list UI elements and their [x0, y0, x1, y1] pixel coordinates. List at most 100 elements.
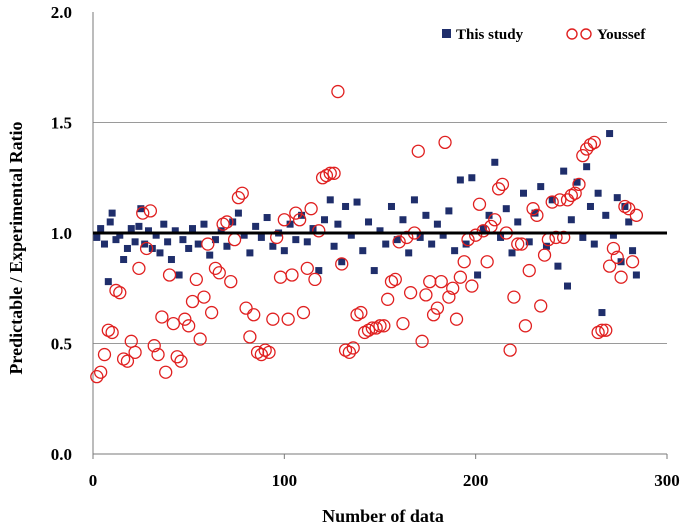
youssef-point-133 [599, 323, 613, 337]
youssef-point-48 [273, 270, 288, 284]
youssef-point-92 [442, 290, 456, 304]
this-study-point-102 [602, 211, 610, 219]
this-study-point-70 [433, 220, 441, 228]
youssef-point-139 [622, 202, 636, 216]
youssef-point-117 [537, 248, 552, 262]
this-study-point-37 [252, 222, 260, 230]
youssef-point-123 [560, 193, 575, 207]
this-study-point-59 [370, 267, 378, 275]
this-study-point-63 [393, 236, 401, 244]
youssef-point-110 [511, 237, 525, 251]
youssef-point-140 [625, 255, 640, 269]
youssef-point-28 [197, 290, 211, 304]
this-study-point-21 [167, 256, 175, 264]
youssef-point-100 [472, 197, 487, 211]
this-study-point-11 [131, 238, 139, 246]
youssef-point-53 [292, 213, 307, 227]
this-study-point-1 [97, 225, 105, 233]
youssef-point-12 [136, 206, 150, 220]
this-study-point-101 [598, 309, 606, 317]
this-study-point-8 [120, 256, 128, 264]
youssef-point-57 [308, 272, 322, 287]
youssef-point-90 [434, 274, 448, 289]
youssef-point-14 [143, 204, 158, 218]
youssef-point-19 [162, 268, 177, 282]
y-tick-label: 0.5 [51, 335, 72, 354]
this-study-point-65 [405, 249, 413, 257]
youssef-point-134 [602, 259, 617, 273]
youssef-point-126 [572, 177, 586, 192]
this-study-point-60 [376, 227, 384, 235]
youssef-point-54 [296, 305, 311, 320]
y-tick-label: 1.0 [51, 224, 72, 243]
youssef-point-136 [610, 250, 624, 264]
this-study-point-35 [240, 231, 248, 239]
this-study-point-92 [560, 167, 568, 175]
this-study-point-98 [586, 202, 594, 210]
youssef-point-24 [182, 319, 196, 333]
youssef-point-37 [231, 190, 246, 205]
this-study-point-18 [156, 249, 164, 257]
youssef-point-46 [266, 312, 280, 326]
youssef-point-34 [220, 215, 234, 229]
youssef-point-96 [457, 255, 471, 269]
legend-label-this-study: This study [456, 27, 524, 43]
youssef-point-30 [204, 305, 219, 320]
this-study-point-13 [137, 205, 145, 213]
this-study-point-24 [179, 236, 187, 244]
youssef-point-128 [579, 142, 594, 156]
this-study-point-50 [326, 196, 334, 204]
this-study-point-93 [564, 282, 572, 290]
youssef-point-114 [526, 202, 540, 216]
youssef-point-11 [132, 261, 146, 276]
this-study-point-95 [573, 178, 581, 186]
youssef-point-10 [128, 345, 142, 359]
this-study-point-103 [606, 130, 614, 138]
x-tick-label: 200 [463, 471, 489, 490]
youssef-point-13 [139, 241, 154, 256]
youssef-point-93 [446, 281, 460, 295]
x-axis-title: Number of data [322, 506, 444, 526]
this-study-point-96 [579, 233, 587, 241]
y-axis-title: Predictable / Experimental Ratio [6, 121, 26, 374]
this-study-point-52 [334, 220, 342, 228]
youssef-point-121 [553, 193, 567, 207]
x-tick-label: 0 [89, 471, 98, 490]
this-study-point-40 [269, 242, 277, 250]
youssef-point-67 [346, 341, 360, 355]
youssef-point-104 [488, 213, 502, 227]
youssef-point-88 [426, 308, 441, 322]
youssef-point-23 [178, 312, 192, 326]
this-study-point-5 [108, 209, 116, 217]
this-study-point-57 [359, 247, 367, 255]
youssef-point-94 [449, 312, 464, 326]
this-study-point-81 [497, 233, 505, 241]
youssef-point-35 [224, 274, 238, 289]
youssef-point-125 [568, 186, 582, 200]
youssef-point-39 [239, 301, 253, 315]
this-study-point-84 [514, 218, 522, 226]
this-study-point-4 [106, 218, 114, 226]
this-study-point-87 [531, 209, 539, 217]
this-study-point-73 [451, 247, 459, 255]
youssef-point-26 [189, 272, 203, 287]
youssef-point-43 [254, 347, 269, 362]
youssef-point-64 [335, 257, 349, 271]
youssef-point-112 [518, 319, 533, 333]
youssef-point-106 [495, 177, 510, 192]
youssef-point-47 [270, 230, 284, 245]
this-study-point-91 [554, 262, 562, 270]
this-study-point-44 [292, 236, 300, 244]
legend-marker-this-study [442, 29, 451, 38]
this-study-point-19 [160, 220, 168, 228]
this-study-point-55 [347, 231, 355, 239]
youssef-point-141 [629, 208, 644, 222]
youssef-point-122 [557, 230, 571, 245]
this-study-point-86 [525, 238, 533, 246]
this-study-point-29 [206, 251, 214, 259]
youssef-point-56 [304, 202, 318, 216]
youssef-point-62 [327, 166, 341, 180]
this-study-point-43 [286, 220, 294, 228]
this-study-point-54 [342, 202, 350, 210]
